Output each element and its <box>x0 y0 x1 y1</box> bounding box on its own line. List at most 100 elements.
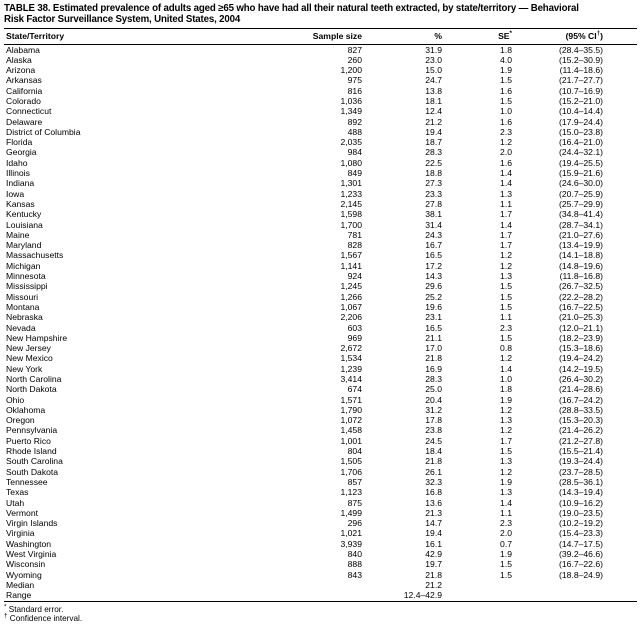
cell-percent: 20.4 <box>425 394 442 405</box>
cell-se: 1.3 <box>500 271 512 282</box>
cell-sample-size: 1,301 <box>340 178 362 189</box>
cell-se: 1.4 <box>500 363 512 374</box>
cell-ci: (17.9–24.4) <box>559 116 603 127</box>
cell-se: 1.4 <box>500 497 512 508</box>
cell-percent: 24.7 <box>425 75 442 86</box>
cell-se: 1.2 <box>500 250 512 261</box>
table-row: Illinois 849 18.8 1.4 (15.9–21.6) <box>4 168 637 178</box>
cell-state: South Dakota <box>6 466 59 477</box>
cell-percent: 18.4 <box>425 446 442 457</box>
cell-percent: 28.3 <box>425 147 442 158</box>
cell-se: 1.9 <box>500 476 512 487</box>
cell-sample-size: 1,233 <box>340 188 362 199</box>
cell-state: Delaware <box>6 116 43 127</box>
header-row: State/Territory Sample size % SE* (95% C… <box>4 28 637 45</box>
cell-state: Nevada <box>6 322 36 333</box>
cell-sample-size: 816 <box>347 85 362 96</box>
cell-ci: (21.7–27.7) <box>559 75 603 86</box>
cell-se: 1.3 <box>500 487 512 498</box>
table-row: Arizona 1,200 15.0 1.9 (11.4–18.6) <box>4 65 637 75</box>
table-row: Tennessee 857 32.3 1.9 (28.5–36.1) <box>4 477 637 487</box>
cell-se: 1.3 <box>500 456 512 467</box>
asterisk-marker: * <box>4 602 7 610</box>
cell-state: Colorado <box>6 95 41 106</box>
cell-se: 1.5 <box>500 291 512 302</box>
cell-se: 0.8 <box>500 343 512 354</box>
cell-state: Nebraska <box>6 312 43 323</box>
cell-se: 1.5 <box>500 281 512 292</box>
cell-state: Connecticut <box>6 106 52 117</box>
cell-se: 1.3 <box>500 415 512 426</box>
cell-sample-size: 840 <box>347 549 362 560</box>
cell-ci: (20.7–25.9) <box>559 188 603 199</box>
table-row: Puerto Rico 1,001 24.5 1.7 (21.2–27.8) <box>4 436 637 446</box>
cell-state: Maryland <box>6 240 42 251</box>
cell-state: Alabama <box>6 44 40 55</box>
table-row: New Hampshire 969 21.1 1.5 (18.2–23.9) <box>4 333 637 343</box>
table-row: South Carolina 1,505 21.8 1.3 (19.3–24.4) <box>4 456 637 466</box>
ci-label-close: ) <box>600 30 603 41</box>
cell-percent: 31.4 <box>425 219 442 230</box>
cell-se <box>442 580 512 590</box>
cell-percent: 23.0 <box>425 54 442 65</box>
cell-sample-size: 975 <box>347 75 362 86</box>
cell-ci: (18.8–24.9) <box>559 569 603 580</box>
table-row: Montana 1,067 19.6 1.5 (16.7–22.5) <box>4 302 637 312</box>
cell-percent: 19.6 <box>425 301 442 312</box>
cell-percent: 16.5 <box>425 250 442 261</box>
cell-state: Arizona <box>6 65 36 76</box>
cell-percent: 23.1 <box>425 312 442 323</box>
column-header-state-territory: State/Territory <box>4 28 302 45</box>
cell-ci: (21.0–27.6) <box>559 229 603 240</box>
footnote-standard-error-text: Standard error. <box>6 604 64 614</box>
cell-percent: 16.5 <box>425 322 442 333</box>
cell-percent: 12.4–42.9 <box>403 590 442 601</box>
cell-se: 1.8 <box>500 44 512 55</box>
cell-se: 1.5 <box>500 569 512 580</box>
cell-state: Missouri <box>6 291 38 302</box>
cell-sample-size: 969 <box>347 332 362 343</box>
cell-ci: (14.8–19.6) <box>559 260 603 271</box>
cell-percent: 17.0 <box>425 343 442 354</box>
cell-sample-size: 674 <box>347 384 362 395</box>
cell-sample-size: 3,414 <box>340 374 362 384</box>
cell-ci: (14.3–19.4) <box>559 487 603 498</box>
cell-se: 1.2 <box>500 466 512 477</box>
cell-sample-size: 2,206 <box>340 312 362 323</box>
cell-ci: (28.7–34.1) <box>559 219 603 230</box>
cell-percent: 28.3 <box>425 374 442 384</box>
cell-sample-size: 875 <box>347 497 362 508</box>
cell-percent: 16.8 <box>425 487 442 498</box>
table-row: Michigan 1,141 17.2 1.2 (14.8–19.6) <box>4 261 637 271</box>
table-row: Indiana 1,301 27.3 1.4 (24.6–30.0) <box>4 178 637 188</box>
table-row: New York 1,239 16.9 1.4 (14.2–19.5) <box>4 364 637 374</box>
cell-percent: 12.4 <box>425 106 442 117</box>
column-header-ci: (95% CI†) <box>512 28 637 45</box>
cell-state: West Virginia <box>6 549 57 560</box>
cell-sample-size: 1,598 <box>340 209 362 220</box>
cell-se: 2.3 <box>500 518 512 529</box>
table-row: Delaware 892 21.2 1.6 (17.9–24.4) <box>4 117 637 127</box>
cell-se: 1.6 <box>500 85 512 96</box>
cell-percent: 14.7 <box>425 518 442 529</box>
cell-state: Pennsylvania <box>6 425 58 436</box>
cell-ci <box>512 590 637 601</box>
table-row: Median 21.2 <box>4 580 637 590</box>
cell-sample-size: 1,505 <box>340 456 362 467</box>
cell-sample-size: 828 <box>347 240 362 251</box>
cell-se: 1.4 <box>500 168 512 179</box>
cell-percent: 17.8 <box>425 415 442 426</box>
cell-sample-size: 1,458 <box>340 425 362 436</box>
cell-se: 1.1 <box>500 312 512 323</box>
table-row: North Dakota 674 25.0 1.8 (21.4–28.6) <box>4 384 637 394</box>
cell-ci: (10.4–14.4) <box>559 106 603 117</box>
cell-sample-size: 781 <box>347 229 362 240</box>
table-row: Rhode Island 804 18.4 1.5 (15.5–21.4) <box>4 446 637 456</box>
column-header-sample-size: Sample size <box>302 28 362 45</box>
cell-ci: (15.3–18.6) <box>559 343 603 354</box>
cell-state: Arkansas <box>6 75 42 86</box>
cell-percent: 38.1 <box>425 209 442 220</box>
table-row: Florida 2,035 18.7 1.2 (16.4–21.0) <box>4 137 637 147</box>
cell-ci: (11.4–18.6) <box>559 65 603 76</box>
